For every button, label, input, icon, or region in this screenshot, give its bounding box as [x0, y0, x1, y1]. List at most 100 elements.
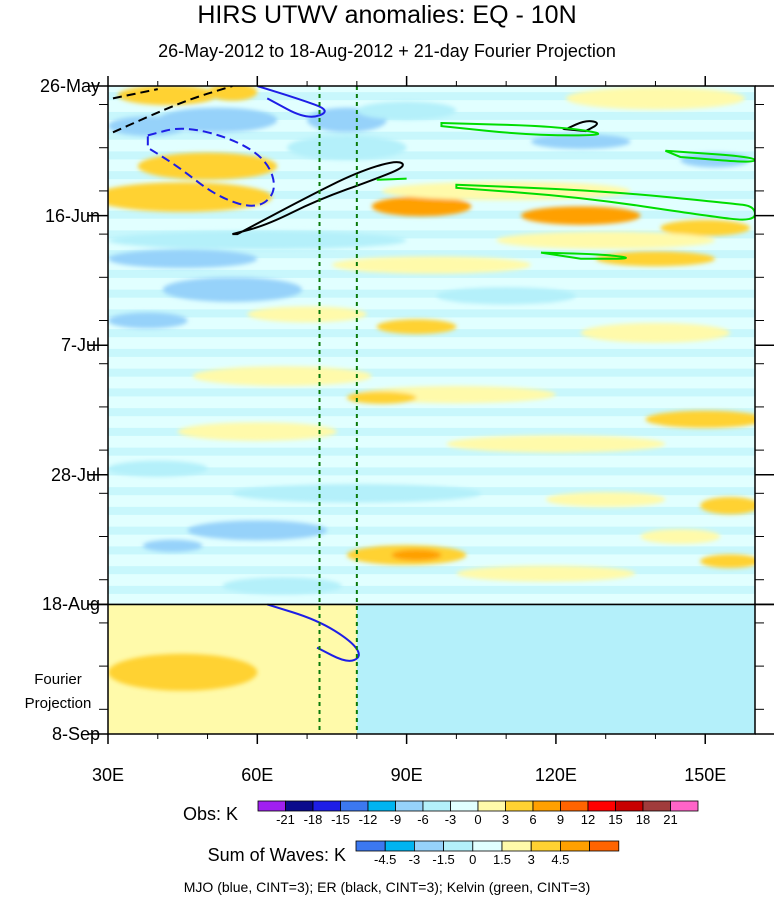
- colorbar-tick-label: 0: [469, 852, 477, 867]
- anomaly-band: [108, 269, 755, 278]
- colorbar-swatch: [285, 800, 314, 812]
- anomaly-blob: [595, 251, 716, 267]
- sow-colorbar: [355, 840, 620, 852]
- x-tick-label: 90E: [390, 765, 423, 785]
- anomaly-blob: [108, 312, 188, 329]
- colorbar-tick-label: -21: [276, 812, 295, 827]
- colorbar-tick-label: 9: [556, 812, 565, 827]
- colorbar-tick-label: -3: [408, 852, 421, 867]
- colorbar-swatch: [355, 840, 386, 852]
- anomaly-blob: [446, 435, 666, 453]
- anomaly-band: [108, 368, 755, 377]
- anomaly-blob: [531, 134, 631, 149]
- obs-colorbar-title: Obs: K: [182, 804, 238, 824]
- kelvin-5-contour: [376, 177, 407, 181]
- y-tick-label: 8-Sep: [51, 724, 100, 744]
- kelvin-3-contour: [665, 149, 755, 163]
- anomaly-band: [108, 467, 755, 476]
- anomaly-blob: [660, 219, 751, 236]
- anomaly-blob: [356, 101, 457, 120]
- kelvin-4-contour: [540, 251, 627, 260]
- colorbar-swatch: [340, 800, 369, 812]
- colorbar-tick-label: -15: [331, 812, 350, 827]
- colorbar-tick-label: 0: [474, 812, 482, 827]
- anomaly-band: [108, 447, 755, 456]
- anomaly-blob: [700, 497, 755, 515]
- colorbar-swatch: [560, 840, 591, 852]
- colorbar-swatch: [615, 800, 644, 812]
- colorbar-tick-label: -9: [389, 812, 402, 827]
- anomaly-blob: [222, 577, 342, 595]
- colorbar-tick-label: -4.5: [373, 852, 397, 867]
- colorbar-swatch: [670, 800, 699, 812]
- anomaly-blob: [456, 565, 636, 582]
- colorbar-swatch: [395, 800, 424, 812]
- colorbar-tick-label: 4.5: [551, 852, 570, 867]
- colorbar-swatch: [367, 800, 396, 812]
- colorbar-swatch: [443, 840, 474, 852]
- colorbar-swatch: [413, 840, 444, 852]
- er-dashed-2-contour: [112, 86, 233, 134]
- projection-label-line1: Fourier: [34, 671, 82, 688]
- colorbar-tick-label: -1.5: [432, 852, 455, 867]
- anomaly-band: [108, 427, 755, 436]
- anomaly-blob: [108, 653, 258, 691]
- plot-frame: [107, 85, 756, 735]
- colorbar-swatch: [589, 840, 620, 852]
- anomaly-blob: [108, 182, 273, 212]
- x-tick-label: 120E: [534, 765, 577, 785]
- anomaly-blob: [580, 322, 731, 343]
- anomaly-blob: [108, 460, 208, 477]
- kelvin-2-contour: [455, 183, 755, 221]
- projection-fill-east: [356, 604, 755, 734]
- y-tick-label: 7-Jul: [60, 335, 100, 356]
- anomaly-blob: [645, 410, 755, 428]
- colorbar-swatch: [530, 840, 561, 852]
- anomaly-blob: [162, 277, 303, 302]
- y-tick-label: 26-May: [39, 76, 100, 96]
- anomaly-band: [108, 526, 755, 535]
- mjo-negative-contour: [146, 127, 275, 207]
- anomaly-band: [108, 309, 755, 318]
- er-positive-contour: [232, 161, 404, 236]
- anomaly-band: [108, 566, 755, 575]
- colorbar-swatch: [422, 800, 451, 812]
- kelvin-1-contour: [440, 122, 600, 137]
- anomaly-field: [108, 86, 755, 734]
- anomaly-band: [108, 92, 755, 101]
- chart-subtitle: 26-May-2012 to 18-Aug-2012 + 21-day Four…: [158, 41, 616, 61]
- obs-colorbar: [257, 800, 699, 812]
- anomaly-blob: [391, 549, 442, 561]
- mjo-positive-top-contour: [257, 86, 326, 118]
- anomaly-band: [108, 151, 755, 160]
- reference-lines: [318, 86, 358, 734]
- x-tick-label: 30E: [91, 765, 125, 785]
- anomaly-blob: [376, 319, 457, 335]
- anomaly-blob: [177, 422, 337, 441]
- x-tick-label: 150E: [684, 765, 727, 785]
- axis-ticks: [88, 76, 774, 744]
- anomaly-blobs: [108, 86, 755, 691]
- colorbar-tick-label: 6: [529, 812, 537, 827]
- anomaly-blob: [157, 107, 278, 133]
- colorbar-swatch: [587, 800, 616, 812]
- wave-contours: [112, 86, 755, 662]
- colorbar-tick-label: -12: [358, 812, 378, 827]
- colorbar-swatch: [560, 800, 589, 812]
- y-tick-label: 16-Jun: [44, 205, 100, 226]
- anomaly-band: [108, 250, 755, 259]
- anomaly-blob: [137, 152, 278, 180]
- colorbar-tick-label: -3: [444, 812, 457, 827]
- mjo-positive-proj-contour: [266, 603, 360, 662]
- y-tick-label: 28-Jul: [50, 464, 100, 485]
- colorbar-swatch: [472, 840, 503, 852]
- colorbar-swatch: [257, 800, 286, 812]
- anomaly-blob: [287, 135, 407, 161]
- anomaly-blob: [700, 554, 755, 568]
- anomaly-blob: [108, 249, 258, 269]
- colorbar-tick-label: 3: [501, 812, 510, 827]
- colorbar-swatch: [532, 800, 561, 812]
- colorbar-swatch: [384, 840, 415, 852]
- colorbar-tick-label: 21: [663, 812, 678, 827]
